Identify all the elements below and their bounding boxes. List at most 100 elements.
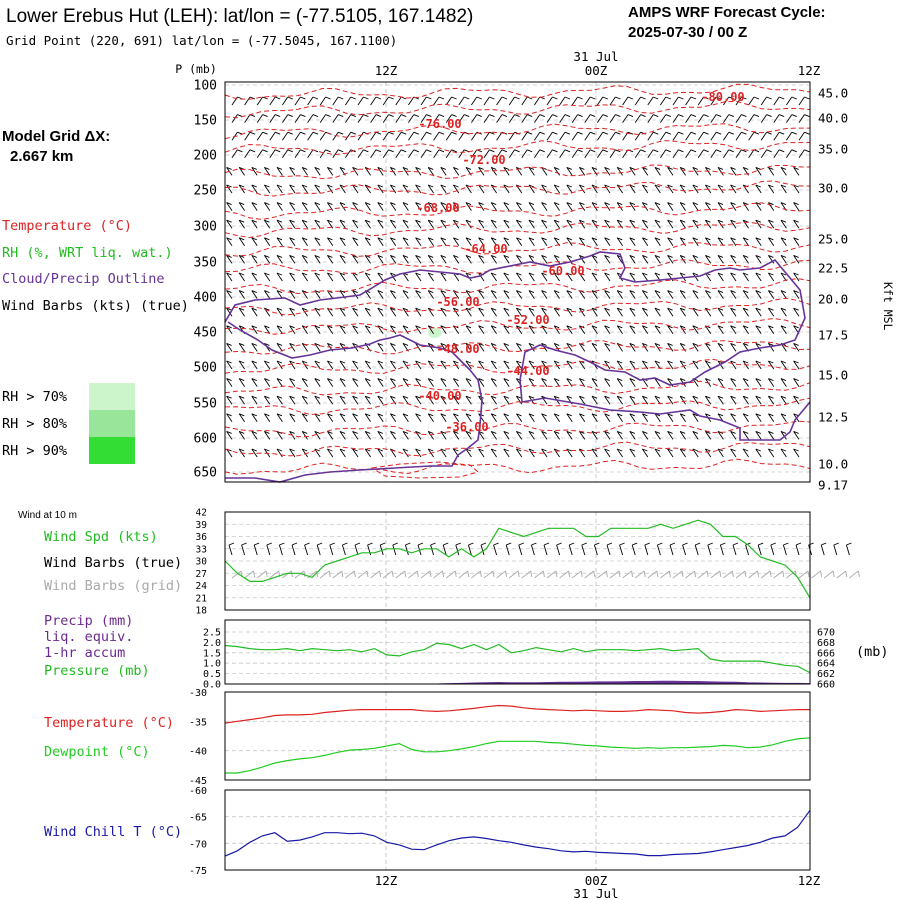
wind-barb — [755, 254, 762, 264]
wind-barb — [453, 307, 460, 317]
wind-barb — [390, 378, 397, 387]
wind-barb — [370, 149, 382, 159]
wind-barb — [667, 237, 674, 247]
wind-barb-flag — [717, 237, 724, 241]
wind-barb-staff — [289, 219, 296, 229]
wind-barb-grid — [353, 570, 356, 578]
wind-barb — [238, 413, 245, 423]
wind-barb — [327, 448, 334, 458]
wind-barb-staff — [339, 431, 346, 440]
wind-barb — [345, 131, 356, 141]
wind-barb-grid — [694, 570, 697, 578]
wind-barb — [289, 325, 296, 335]
wind-barb-staff — [339, 395, 346, 405]
wind-barb-staff — [352, 167, 359, 176]
wind-barb-staff — [717, 290, 724, 299]
wind-barb — [629, 378, 636, 387]
chill-tick-label: -75 — [189, 866, 207, 877]
wind-barb — [679, 413, 686, 423]
wind-barb-grid — [517, 570, 520, 578]
wind-barb-staff — [478, 360, 485, 370]
wind-barb-staff — [327, 202, 334, 211]
wind-barb-flag — [566, 360, 572, 364]
wind-barb-flag — [604, 290, 610, 294]
wind-barb-flag — [692, 430, 698, 434]
wind-barb-staff — [755, 167, 762, 176]
wind-barb-flag — [617, 395, 623, 399]
wind-barb-staff — [616, 395, 623, 405]
wind-tick-label: 33 — [196, 544, 207, 555]
wind-barb — [755, 237, 762, 247]
wind-barb-staff — [408, 96, 415, 106]
wind-barb — [692, 219, 699, 229]
wind-barb-flag — [591, 184, 598, 188]
wind-barb-staff — [516, 413, 523, 423]
wind-barb-staff — [705, 290, 712, 299]
wind-barb — [483, 96, 495, 106]
wind-barb-staff — [289, 360, 296, 370]
wind-barb — [402, 325, 409, 335]
wind-barb-flag — [779, 149, 785, 153]
wind-barb-staff — [503, 395, 510, 405]
wind-barb — [553, 307, 560, 317]
wind-barb-grid — [483, 570, 494, 579]
wind-barb — [667, 272, 674, 282]
wind-barb-staff — [667, 255, 674, 264]
wind-barb-flag — [363, 96, 369, 100]
wind-barb-staff — [730, 360, 737, 370]
wind-barb-flag — [365, 395, 371, 399]
wind-barb — [820, 544, 825, 556]
wind-barb-staff — [226, 325, 233, 335]
wind-barb-flag — [780, 325, 787, 329]
wind-barb — [604, 448, 611, 458]
wind-barb-flag — [743, 360, 749, 364]
wind-barb — [390, 413, 397, 423]
wind-barb — [314, 237, 321, 247]
wind-barb — [793, 166, 800, 176]
wind-barb-flag — [339, 395, 346, 399]
wind-barb-staff — [352, 184, 359, 194]
wind-barb-flag — [591, 290, 598, 294]
wind-barb-staff — [667, 290, 674, 299]
wind-barb-staff — [521, 114, 528, 123]
wind-barb-staff — [629, 431, 636, 440]
wind-barb-staff — [742, 307, 749, 317]
wind-barb — [692, 290, 699, 299]
wind-barb-flag — [541, 219, 547, 223]
wind-barb — [478, 378, 485, 387]
wind-barb-flag — [667, 395, 673, 399]
wind-barb-flag — [690, 96, 697, 100]
wind-barb — [478, 342, 485, 352]
wind-barb — [541, 290, 548, 299]
wind-barb-staff — [660, 114, 667, 123]
wind-barb-flag — [780, 413, 787, 417]
wind-barb-flag — [352, 360, 358, 364]
wind-barb — [244, 96, 256, 106]
wind-barb — [226, 360, 233, 370]
wind-barb — [534, 114, 545, 123]
wind-barb — [679, 307, 686, 317]
wind-barb-staff — [339, 343, 346, 352]
wind-barb-staff — [692, 219, 699, 229]
wind-barb-flag — [755, 184, 761, 188]
wind-barb-flag — [338, 131, 344, 135]
wind-barb — [266, 542, 272, 546]
wind-barb-staff — [226, 360, 233, 370]
wind-barb-staff — [780, 448, 787, 458]
wind-barb-flag — [239, 290, 245, 294]
wind-barb — [768, 448, 775, 458]
wind-barb — [672, 96, 684, 106]
wind-barb-flag — [440, 413, 446, 417]
wind-barb-staff — [415, 395, 422, 405]
wind-barb-flag — [793, 307, 799, 311]
wind-barb-staff — [516, 237, 523, 247]
wind-barb-staff — [496, 114, 503, 123]
wind-barb-flag — [226, 202, 232, 206]
wind-barb — [609, 149, 621, 159]
wind-barb-staff — [415, 202, 422, 211]
wind-barb — [730, 413, 737, 423]
wind-barb — [559, 149, 571, 159]
wind-barb-flag — [289, 360, 295, 364]
wind-barb-staff — [415, 290, 422, 299]
wind-barb-flag — [730, 448, 736, 452]
